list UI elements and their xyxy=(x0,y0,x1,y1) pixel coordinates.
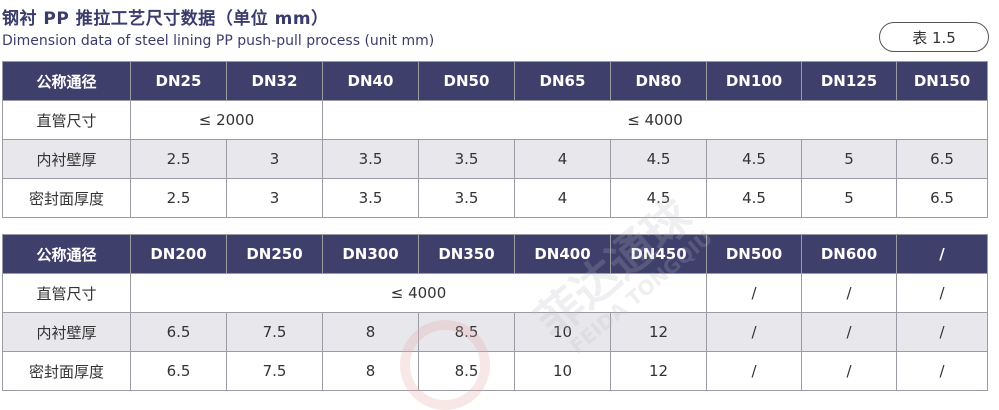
table-cell: / xyxy=(801,351,897,391)
table-cell: 12 xyxy=(610,351,707,391)
dimension-table-2: 公称通径 DN200 DN250 DN300 DN350 DN400 DN450 DN500 D… xyxy=(2,234,988,391)
table-cell: 10 xyxy=(514,351,611,391)
header-cell: DN500 xyxy=(706,234,802,274)
table-header-row: 公称通径 DN200 DN250 DN300 DN350 DN400 DN450 DN500 D… xyxy=(2,234,988,274)
table-cell: / xyxy=(896,351,988,391)
header-cell: DN65 xyxy=(514,61,611,101)
row-label-cell: 直管尺寸 xyxy=(2,100,131,140)
header-cell: DN100 xyxy=(706,61,802,101)
dimension-table-1: 公称通径 DN25 DN32 DN40 DN50 DN65 DN80 DN100 DN125 DN… xyxy=(2,61,988,218)
table-cell: 4 xyxy=(514,178,611,218)
table-cell: 3 xyxy=(226,178,323,218)
header-cell: DN400 xyxy=(514,234,611,274)
header-label-cell: 公称通径 xyxy=(2,234,131,274)
header-cell: DN450 xyxy=(610,234,707,274)
table-cell: 5 xyxy=(801,178,897,218)
table-cell: 2.5 xyxy=(130,139,227,179)
table-cell: 6.5 xyxy=(896,139,988,179)
table-cell: 3.5 xyxy=(322,139,419,179)
table-cell: 6.5 xyxy=(130,351,227,391)
header-cell: DN600 xyxy=(801,234,897,274)
table-row: 内衬壁厚 2.5 3 3.5 3.5 4 4.5 4.5 5 6.5 xyxy=(2,139,988,179)
table-cell: 4.5 xyxy=(706,178,802,218)
row-label-cell: 密封面厚度 xyxy=(2,351,131,391)
table-cell: 7.5 xyxy=(226,351,323,391)
table-cell: / xyxy=(896,273,988,313)
table-cell: / xyxy=(706,351,802,391)
table-cell: 6.5 xyxy=(130,312,227,352)
table-cell: ≤ 2000 xyxy=(130,100,323,140)
table-cell: 10 xyxy=(514,312,611,352)
table-cell: / xyxy=(706,312,802,352)
table-cell: / xyxy=(896,312,988,352)
header-cell: DN200 xyxy=(130,234,227,274)
row-label-cell: 密封面厚度 xyxy=(2,178,131,218)
page-title-zh: 钢衬 PP 推拉工艺尺寸数据（单位 mm） xyxy=(2,9,329,29)
table-cell: 2.5 xyxy=(130,178,227,218)
table-cell: / xyxy=(801,312,897,352)
table-row: 密封面厚度 6.5 7.5 8 8.5 10 12// / xyxy=(2,351,988,391)
header-cell: DN125 xyxy=(801,61,897,101)
page-title-en: Dimension data of steel lining PP push-p… xyxy=(2,33,435,49)
table-cell: 4.5 xyxy=(706,139,802,179)
header-cell: DN350 xyxy=(418,234,515,274)
row-label-cell: 直管尺寸 xyxy=(2,273,131,313)
table-cell: 8.5 xyxy=(418,312,515,352)
table-cell: 4.5 xyxy=(610,139,707,179)
table-header-row: 公称通径 DN25 DN32 DN40 DN50 DN65 DN80 DN100 DN125 DN… xyxy=(2,61,988,101)
table-cell: 6.5 xyxy=(896,178,988,218)
table-cell: 3 xyxy=(226,139,323,179)
table-cell: 4.5 xyxy=(610,178,707,218)
table-cell: 3.5 xyxy=(418,139,515,179)
table-row: 密封面厚度 2.5 3 3.5 3.5 4 4.5 4.5 5 6.5 xyxy=(2,178,988,218)
table-cell: 3.5 xyxy=(418,178,515,218)
header-cell: DN150 xyxy=(896,61,988,101)
table-cell: 7.5 xyxy=(226,312,323,352)
header-cell: DN25 xyxy=(130,61,227,101)
table-cell: 3.5 xyxy=(322,178,419,218)
header-cell: DN32 xyxy=(226,61,323,101)
table-cell: / xyxy=(706,273,802,313)
table-cell: 8 xyxy=(322,351,419,391)
table-row: 内衬壁厚 6.5 7.5 8 8.5 10 12// / xyxy=(2,312,988,352)
header-cell: DN250 xyxy=(226,234,323,274)
table-cell: 5 xyxy=(801,139,897,179)
header-cell: / xyxy=(896,234,988,274)
table-cell: 8 xyxy=(322,312,419,352)
header-cell: DN80 xyxy=(610,61,707,101)
table-label-badge: 表 1.5 xyxy=(879,22,989,52)
header-cell: DN40 xyxy=(322,61,419,101)
table-cell: / xyxy=(801,273,897,313)
table-row: 直管尺寸 ≤ 4000// / xyxy=(2,273,988,313)
row-label-cell: 内衬壁厚 xyxy=(2,312,131,352)
table-cell: 8.5 xyxy=(418,351,515,391)
header-cell: DN50 xyxy=(418,61,515,101)
table-cell: 4 xyxy=(514,139,611,179)
row-label-cell: 内衬壁厚 xyxy=(2,139,131,179)
header-label-cell: 公称通径 xyxy=(2,61,131,101)
table-row: 直管尺寸 ≤ 2000 ≤ 4000 xyxy=(2,100,988,140)
table-cell: ≤ 4000 xyxy=(130,273,707,313)
table-cell: ≤ 4000 xyxy=(322,100,988,140)
table-cell: 12 xyxy=(610,312,707,352)
header-cell: DN300 xyxy=(322,234,419,274)
